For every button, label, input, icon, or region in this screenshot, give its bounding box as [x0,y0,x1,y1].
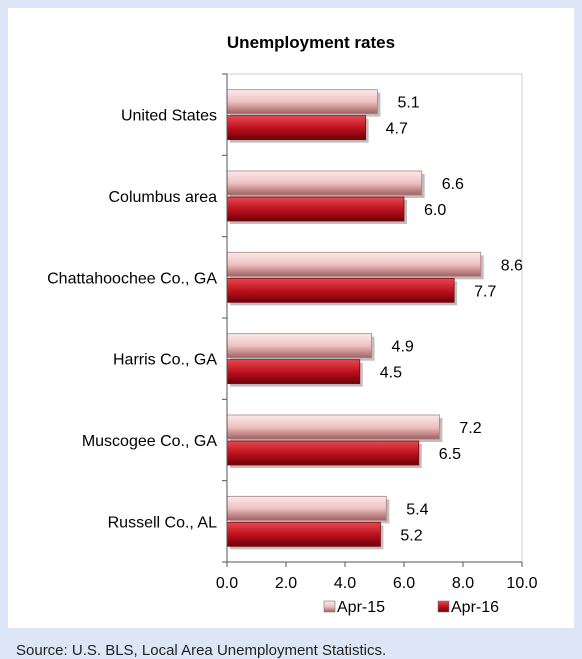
bar-apr-15 [226,495,387,521]
bar-apr-16 [226,440,420,466]
bar-apr-15 [226,251,482,277]
bar-apr-15 [226,89,378,115]
category-label: Russell Co., AL [108,514,217,531]
x-tick-label: 4.0 [334,575,356,592]
plot-area: United States 5.1 4.7 Columbus area 6.6 6.0 Ch… [47,73,538,592]
data-label: 4.5 [380,365,402,382]
bar-apr-16 [226,196,405,222]
data-label: 8.6 [501,257,523,274]
legend-label: Apr-15 [337,599,385,616]
source-note: Source: U.S. BLS, Local Area Unemploymen… [16,642,387,659]
data-label: 4.7 [386,121,408,138]
chart-panel: Unemployment rates United States 5.1 4.7 Co… [8,8,574,659]
legend-swatch-apr-16 [437,600,450,613]
category-label: Muscogee Co., GA [82,433,218,450]
data-label: 5.1 [397,95,419,112]
x-tick-label: 8.0 [452,575,474,592]
data-label: 6.6 [442,176,464,193]
data-label: 7.2 [459,420,481,437]
bar-apr-16 [226,115,367,141]
bar-apr-16 [226,521,381,547]
data-label: 5.2 [400,527,422,544]
data-label: 4.9 [392,339,414,356]
data-label: 5.4 [406,501,428,518]
category-label: Chattahoochee Co., GA [47,270,217,287]
x-tick-label: 0.0 [216,575,238,592]
x-tick-label: 10.0 [506,575,537,592]
data-label: 7.7 [474,283,496,300]
legend: Apr-15 Apr-16 [323,599,499,616]
data-label: 6.0 [424,202,446,219]
x-tick-label: 6.0 [393,575,415,592]
bar-apr-15 [226,170,423,196]
chart-title: Unemployment rates [227,33,395,52]
legend-swatch-apr-15 [323,600,336,613]
bar-apr-15 [226,333,372,359]
category-label: Columbus area [109,189,218,206]
category-label: Harris Co., GA [113,352,217,369]
legend-label: Apr-16 [451,599,499,616]
category-label: United States [121,108,217,125]
bar-apr-16 [226,359,361,385]
plot-frame [226,73,523,563]
x-tick-label: 2.0 [275,575,297,592]
chart: Unemployment rates United States 5.1 4.7 Co… [47,33,538,616]
data-label: 6.5 [439,446,461,463]
bar-apr-15 [226,414,440,440]
bar-apr-16 [226,277,455,303]
